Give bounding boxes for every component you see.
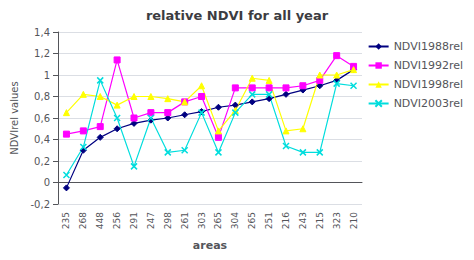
svg-text:265: 265 bbox=[247, 212, 257, 229]
svg-text:NDVIrel values: NDVIrel values bbox=[9, 81, 20, 154]
svg-text:298: 298 bbox=[163, 212, 173, 229]
svg-text:251: 251 bbox=[264, 212, 274, 229]
svg-text:210: 210 bbox=[349, 212, 359, 229]
svg-text:265: 265 bbox=[213, 212, 223, 229]
svg-text:0,2: 0,2 bbox=[34, 156, 50, 167]
svg-text:0,4: 0,4 bbox=[34, 134, 50, 145]
svg-text:0,8: 0,8 bbox=[34, 91, 50, 102]
svg-text:1: 1 bbox=[44, 70, 50, 81]
svg-text:303: 303 bbox=[197, 212, 207, 229]
svg-text:0,6: 0,6 bbox=[34, 113, 50, 124]
svg-text:NDVI1998rel: NDVI1998rel bbox=[394, 78, 463, 91]
svg-text:NDVI1992rel: NDVI1992rel bbox=[394, 59, 463, 72]
svg-text:0: 0 bbox=[44, 177, 50, 188]
svg-text:291: 291 bbox=[129, 212, 139, 229]
svg-text:304: 304 bbox=[230, 212, 240, 229]
svg-text:235: 235 bbox=[61, 212, 71, 229]
svg-text:256: 256 bbox=[112, 212, 122, 229]
svg-text:216: 216 bbox=[281, 212, 291, 229]
svg-text:NDVI2003rel: NDVI2003rel bbox=[394, 97, 463, 110]
svg-text:268: 268 bbox=[78, 212, 88, 229]
svg-text:448: 448 bbox=[95, 212, 105, 229]
svg-text:323: 323 bbox=[332, 212, 342, 229]
svg-text:-0,2: -0,2 bbox=[30, 199, 50, 210]
svg-text:243: 243 bbox=[298, 212, 308, 229]
svg-text:1,2: 1,2 bbox=[34, 48, 50, 59]
svg-text:NDVI1988rel: NDVI1988rel bbox=[394, 40, 463, 53]
svg-text:247: 247 bbox=[146, 212, 156, 229]
svg-text:215: 215 bbox=[315, 212, 325, 229]
svg-text:261: 261 bbox=[180, 212, 190, 229]
svg-text:1,4: 1,4 bbox=[34, 27, 50, 38]
svg-text:relative NDVI for all year: relative NDVI for all year bbox=[146, 8, 329, 23]
svg-text:areas: areas bbox=[193, 239, 228, 252]
